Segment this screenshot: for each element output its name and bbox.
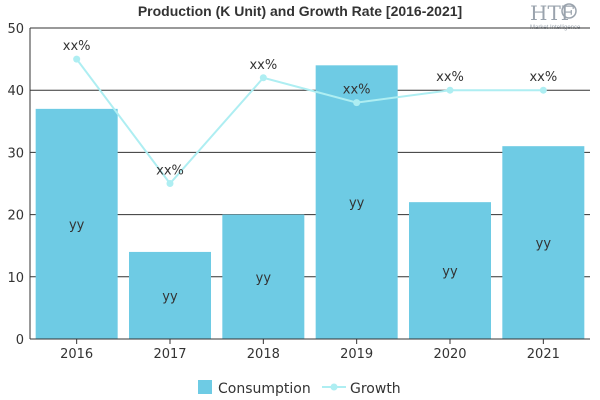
y-tick-label: 40 — [7, 84, 24, 99]
bar-consumption-2017[interactable] — [129, 251, 211, 339]
bar-consumption-2016[interactable] — [35, 108, 118, 339]
axes: 0 10 20 30 40 50 2016 2017 2018 2019 2020 2021 — [7, 22, 590, 362]
legend-swatch-consumption — [198, 380, 212, 394]
legend-item-consumption[interactable]: Consumption — [198, 380, 311, 397]
logo-mark: HTF — [530, 1, 575, 25]
y-tick-label: 30 — [7, 146, 24, 161]
x-tick-label: 2018 — [247, 347, 280, 362]
y-tick-label: 10 — [7, 271, 24, 286]
growth-point-2016[interactable] — [73, 55, 81, 63]
x-tick-label: 2019 — [340, 347, 373, 362]
x-tick-label: 2016 — [60, 347, 93, 362]
growth-data-label: xx% — [436, 70, 464, 85]
legend-marker-growth — [330, 383, 338, 391]
x-tick-label: 2017 — [153, 347, 186, 362]
growth-data-label: xx% — [529, 70, 557, 85]
growth-line — [75, 58, 544, 186]
legend: Consumption Growth — [198, 380, 401, 397]
x-tick-label: 2020 — [433, 347, 466, 362]
x-tick-label: 2021 — [527, 347, 560, 362]
bar-data-label: yy — [349, 196, 365, 211]
bar-data-label: yy — [162, 289, 178, 304]
growth-point-2021[interactable] — [539, 86, 547, 94]
growth-point-2017[interactable] — [166, 180, 174, 187]
bar-consumption-2020[interactable] — [409, 202, 491, 339]
legend-item-growth[interactable]: Growth — [322, 381, 401, 397]
legend-label-growth: Growth — [350, 381, 401, 397]
growth-data-label: xx% — [249, 58, 277, 73]
legend-label-consumption: Consumption — [218, 381, 311, 397]
bar-consumption-2018[interactable] — [222, 214, 305, 339]
chart-title: Production (K Unit) and Growth Rate [201… — [138, 3, 462, 19]
line-series — [73, 55, 547, 187]
growth-data-label: xx% — [63, 39, 91, 54]
y-tick-label: 20 — [7, 209, 24, 224]
bar-data-label: yy — [69, 218, 85, 233]
bar-series — [35, 65, 585, 339]
htf-logo: HTF Market Intelligence — [530, 1, 581, 31]
bar-data-label: yy — [256, 271, 272, 286]
globe-icon — [561, 3, 577, 19]
bar-consumption-2019[interactable] — [315, 65, 398, 339]
growth-point-2018[interactable] — [259, 74, 267, 82]
growth-data-label: xx% — [343, 83, 371, 98]
growth-point-2019[interactable] — [353, 99, 361, 107]
growth-point-2020[interactable] — [446, 86, 454, 94]
growth-data-label: xx% — [156, 164, 184, 179]
bar-consumption-2021[interactable] — [502, 146, 585, 339]
bar-data-label: yy — [536, 237, 552, 252]
y-tick-label: 0 — [16, 333, 24, 348]
y-tick-label: 50 — [7, 22, 24, 37]
bar-data-label: yy — [442, 265, 458, 280]
data-labels: yy yy yy yy yy yy xx% xx% xx% xx% xx% xx% — [63, 39, 557, 304]
